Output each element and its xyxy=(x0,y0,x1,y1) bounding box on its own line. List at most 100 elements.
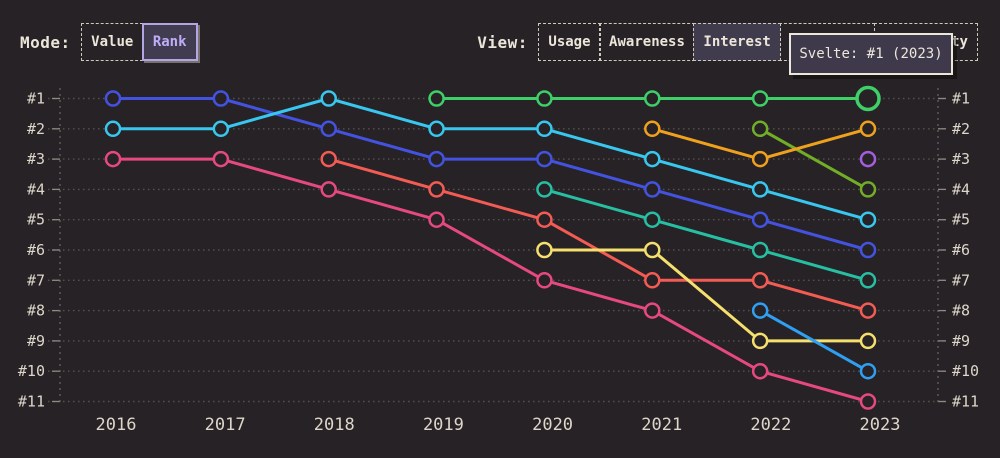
data-point-yellow-2023[interactable] xyxy=(859,332,877,350)
rank-label-left-8: #8 xyxy=(27,302,45,320)
data-point-magenta-pink-2017[interactable] xyxy=(212,150,230,168)
data-point-royal-blue-2016[interactable] xyxy=(104,90,122,107)
series-line-coral-red[interactable] xyxy=(327,157,870,313)
data-point-magenta-pink-2019[interactable] xyxy=(428,211,445,228)
data-point-svelte-2020[interactable] xyxy=(536,90,553,107)
view-option-awareness[interactable]: Awareness xyxy=(599,23,695,61)
rank-label-left-5: #5 xyxy=(27,211,45,229)
data-point-magenta-pink-2022[interactable] xyxy=(751,362,769,380)
series-line-teal[interactable] xyxy=(542,187,870,282)
rank-label-left-1: #1 xyxy=(27,90,45,108)
data-point-cyan-2017[interactable] xyxy=(212,120,230,138)
tooltip: Svelte: #1 (2023) xyxy=(789,33,953,75)
rank-label-right-9: #9 xyxy=(952,332,970,350)
data-point-magenta-pink-2023[interactable] xyxy=(859,393,877,410)
view-option-interest[interactable]: Interest xyxy=(693,23,781,61)
data-point-magenta-pink-2021[interactable] xyxy=(644,302,661,319)
data-point-cyan-2023[interactable] xyxy=(859,211,877,228)
data-point-orange-2021[interactable] xyxy=(644,120,661,138)
data-point-royal-blue-2017[interactable] xyxy=(212,90,230,107)
data-point-magenta-pink-2018[interactable] xyxy=(320,181,337,198)
data-point-cyan-2016[interactable] xyxy=(104,120,122,138)
data-point-cyan-2018[interactable] xyxy=(320,90,337,107)
data-point-yellow-2021[interactable] xyxy=(644,241,661,259)
year-label-2017: 2017 xyxy=(205,415,246,435)
data-point-yellow-2020[interactable] xyxy=(536,241,553,259)
mode-label: Mode: xyxy=(20,32,71,52)
rank-label-right-8: #8 xyxy=(952,302,970,320)
rank-label-left-7: #7 xyxy=(27,271,45,289)
series-line-dodger-blue[interactable] xyxy=(758,309,870,373)
mode-option-value[interactable]: Value xyxy=(81,23,144,61)
tooltip-text: Svelte: #1 (2023) xyxy=(799,46,943,62)
data-point-teal-2020[interactable] xyxy=(536,181,553,198)
data-point-cyan-2019[interactable] xyxy=(428,120,445,138)
data-point-svelte-2023[interactable] xyxy=(855,85,881,112)
year-label-2019: 2019 xyxy=(423,415,464,435)
data-point-purple-2023[interactable] xyxy=(859,150,877,168)
data-point-orange-2023[interactable] xyxy=(859,120,877,138)
rank-label-left-2: #2 xyxy=(27,120,45,138)
data-point-magenta-pink-2016[interactable] xyxy=(104,150,122,168)
data-point-coral-red-2023[interactable] xyxy=(859,302,877,319)
rank-label-right-4: #4 xyxy=(952,180,970,198)
series-line-olive-green[interactable] xyxy=(758,127,870,191)
series-line-magenta-pink[interactable] xyxy=(111,157,870,403)
rank-label-right-5: #5 xyxy=(952,211,970,229)
mode-buttons: Value Rank xyxy=(81,23,198,61)
data-point-royal-blue-2018[interactable] xyxy=(320,120,337,138)
data-point-magenta-pink-2020[interactable] xyxy=(536,272,553,289)
data-point-teal-2023[interactable] xyxy=(859,272,877,289)
data-point-olive-green-2023[interactable] xyxy=(859,181,877,198)
data-point-dodger-blue-2023[interactable] xyxy=(859,362,877,380)
year-label-2020: 2020 xyxy=(532,415,573,435)
mode-toggle-group: Mode: Value Rank xyxy=(20,23,198,61)
series-line-cyan[interactable] xyxy=(111,97,870,222)
data-point-coral-red-2021[interactable] xyxy=(644,272,661,289)
rank-label-left-10: #10 xyxy=(18,362,45,380)
data-point-royal-blue-2021[interactable] xyxy=(644,181,661,198)
year-label-2021: 2021 xyxy=(641,415,682,435)
data-point-cyan-2020[interactable] xyxy=(536,120,553,138)
data-point-yellow-2022[interactable] xyxy=(751,332,769,350)
rank-label-right-3: #3 xyxy=(952,150,970,168)
year-label-2022: 2022 xyxy=(750,415,791,435)
data-point-svelte-2019[interactable] xyxy=(428,90,445,107)
data-point-royal-blue-2023[interactable] xyxy=(859,241,877,259)
rank-label-right-2: #2 xyxy=(952,120,970,138)
data-point-svelte-2021[interactable] xyxy=(644,90,661,107)
data-point-cyan-2021[interactable] xyxy=(644,150,661,168)
rank-label-right-1: #1 xyxy=(952,90,970,108)
data-point-royal-blue-2019[interactable] xyxy=(428,150,445,168)
data-point-teal-2021[interactable] xyxy=(644,211,661,228)
data-point-royal-blue-2020[interactable] xyxy=(536,150,553,168)
data-point-dodger-blue-2022[interactable] xyxy=(751,302,769,319)
year-label-2016: 2016 xyxy=(96,415,137,435)
data-point-royal-blue-2022[interactable] xyxy=(751,211,769,228)
year-label-2023: 2023 xyxy=(860,415,901,435)
data-point-coral-red-2018[interactable] xyxy=(320,150,337,168)
data-point-coral-red-2022[interactable] xyxy=(751,272,769,289)
data-point-teal-2022[interactable] xyxy=(751,241,769,259)
rank-label-right-7: #7 xyxy=(952,271,970,289)
view-option-usage[interactable]: Usage xyxy=(538,23,601,61)
data-point-coral-red-2020[interactable] xyxy=(536,211,553,228)
rank-label-right-6: #6 xyxy=(952,241,970,259)
data-point-olive-green-2022[interactable] xyxy=(751,120,769,138)
data-point-cyan-2022[interactable] xyxy=(751,181,769,198)
rank-label-right-11: #11 xyxy=(952,393,979,411)
view-label: View: xyxy=(477,32,528,52)
data-point-svelte-2022[interactable] xyxy=(751,90,769,107)
data-point-orange-2022[interactable] xyxy=(751,150,769,168)
rank-label-left-3: #3 xyxy=(27,150,45,168)
rank-label-left-6: #6 xyxy=(27,241,45,259)
rank-label-left-11: #11 xyxy=(18,393,45,411)
rank-label-left-4: #4 xyxy=(27,180,45,198)
rank-label-left-9: #9 xyxy=(27,332,45,350)
mode-option-rank[interactable]: Rank xyxy=(141,23,198,61)
rank-label-right-10: #10 xyxy=(952,362,979,380)
data-point-coral-red-2019[interactable] xyxy=(428,181,445,198)
series-line-royal-blue[interactable] xyxy=(111,97,870,252)
